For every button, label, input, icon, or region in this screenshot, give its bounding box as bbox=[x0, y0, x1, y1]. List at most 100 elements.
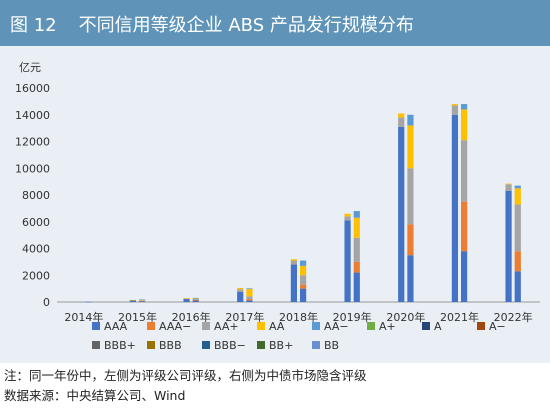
bar-segment bbox=[183, 298, 190, 300]
bar-segment bbox=[192, 298, 199, 299]
bar-segment bbox=[237, 287, 244, 290]
source-text: 数据来源：中央结算公司、Wind bbox=[4, 388, 186, 403]
bar-segment bbox=[290, 260, 297, 265]
legend-label: A+ bbox=[379, 320, 396, 333]
bar-segment bbox=[139, 300, 146, 302]
bar-segment bbox=[76, 301, 83, 303]
legend-label: BB+ bbox=[269, 339, 293, 352]
figure-notes: 注：同一年份中，左侧为评级公司评级，右侧为中债市场隐含评级 数据来源：中央结算公… bbox=[4, 366, 367, 406]
bar-segment bbox=[353, 211, 360, 218]
chart-panel: 亿元 0 2000 4000 6000 8000 10000 12000 14000 16000 2… bbox=[0, 46, 550, 363]
bar-segment bbox=[505, 190, 512, 302]
bar-segment bbox=[353, 272, 360, 302]
bar-segment bbox=[183, 299, 190, 302]
bar-segment bbox=[407, 168, 414, 225]
bar-segment bbox=[246, 300, 253, 302]
bar-segment bbox=[461, 251, 468, 302]
bar-segment bbox=[398, 117, 405, 127]
x-tick-label: 2020年 bbox=[386, 310, 425, 324]
y-tick-label: 12000 bbox=[15, 136, 50, 149]
bar-segment bbox=[461, 201, 468, 252]
bar-segment bbox=[192, 298, 199, 300]
legend-swatch bbox=[257, 341, 265, 349]
legend-label: AA+ bbox=[214, 320, 239, 333]
bar-segment bbox=[398, 126, 405, 302]
legend-swatch bbox=[477, 322, 485, 330]
legend-label: AAA− bbox=[159, 320, 191, 333]
figure-title-text: 不同信用等级企业 ABS 产品发行规模分布 bbox=[78, 15, 414, 36]
x-tick-label: 2019年 bbox=[333, 310, 372, 324]
legend-swatch bbox=[257, 322, 265, 330]
bar-segment bbox=[514, 188, 521, 205]
x-tick-label: 2017年 bbox=[225, 310, 264, 324]
bar-segment bbox=[398, 113, 405, 118]
legend-swatch bbox=[367, 322, 375, 330]
bar-segment bbox=[300, 265, 307, 276]
y-axis-unit: 亿元 bbox=[19, 61, 41, 74]
y-tick-label: 6000 bbox=[22, 216, 50, 229]
figure-title-bar: 图 12 不同信用等级企业 ABS 产品发行规模分布 bbox=[0, 0, 550, 46]
bar-segment bbox=[139, 300, 146, 301]
bar-segment bbox=[129, 300, 136, 302]
y-tick-label: 4000 bbox=[22, 243, 50, 256]
legend-swatch bbox=[422, 322, 430, 330]
bar-segment bbox=[461, 109, 468, 141]
legend-label: BBB+ bbox=[104, 339, 136, 352]
y-tick-label: 8000 bbox=[22, 189, 50, 202]
x-tick-label: 2021年 bbox=[440, 310, 479, 324]
x-tick-label: 2014年 bbox=[64, 310, 103, 324]
y-tick-label: 14000 bbox=[15, 109, 50, 122]
legend-label: BBB bbox=[159, 339, 182, 352]
bar-segment bbox=[300, 260, 307, 266]
figure-number: 图 12 bbox=[10, 15, 57, 36]
bar-segment bbox=[344, 213, 351, 217]
bar-segment bbox=[290, 264, 297, 302]
bar-segment bbox=[451, 105, 458, 115]
bar-segment bbox=[353, 261, 360, 273]
legend-label: BBB− bbox=[214, 339, 246, 352]
bar-segment bbox=[139, 299, 146, 301]
bar-segment bbox=[461, 104, 468, 110]
legend-swatch bbox=[147, 341, 155, 349]
legend-swatch bbox=[92, 322, 100, 330]
legend-swatch bbox=[147, 322, 155, 330]
bar-segment bbox=[451, 114, 458, 302]
bar-segment bbox=[246, 289, 253, 297]
bar-segment bbox=[353, 217, 360, 238]
bar-segment bbox=[85, 301, 92, 303]
bar-segment bbox=[407, 114, 414, 126]
bar-segment bbox=[290, 259, 297, 261]
y-tick-label: 10000 bbox=[15, 162, 50, 175]
x-tick-label: 2022年 bbox=[494, 310, 533, 324]
legend-label: AA bbox=[269, 320, 285, 333]
y-tick-label: 0 bbox=[43, 296, 50, 309]
x-tick-label: 2018年 bbox=[279, 310, 318, 324]
x-tick-label: 2016年 bbox=[172, 310, 211, 324]
legend-swatch bbox=[202, 322, 210, 330]
bar-segment bbox=[183, 298, 190, 299]
legend-label: BB bbox=[324, 339, 339, 352]
bar-segment bbox=[407, 255, 414, 302]
bar-segment bbox=[237, 291, 244, 302]
bar-segment bbox=[300, 284, 307, 289]
bar-segment bbox=[237, 289, 244, 292]
stacked-bar-chart: 亿元 0 2000 4000 6000 8000 10000 12000 14000 16000 2… bbox=[15, 61, 540, 352]
bar-segment bbox=[514, 251, 521, 272]
bar-segment bbox=[300, 288, 307, 302]
legend-swatch bbox=[202, 341, 210, 349]
legend-label: AAA bbox=[104, 320, 128, 333]
x-tick-label: 2015年 bbox=[118, 310, 157, 324]
legend-label: A bbox=[434, 320, 442, 333]
bar-segment bbox=[514, 204, 521, 252]
bar-segment bbox=[353, 237, 360, 262]
legend-swatch bbox=[312, 322, 320, 330]
bar-segment bbox=[192, 297, 199, 299]
figure-title: 图 12 不同信用等级企业 ABS 产品发行规模分布 bbox=[10, 11, 414, 37]
bar-segment bbox=[246, 288, 253, 290]
bar-segment bbox=[461, 140, 468, 202]
bar-segment bbox=[505, 183, 512, 185]
bar-segment bbox=[246, 299, 253, 301]
bar-segment bbox=[192, 299, 199, 301]
bar-segment bbox=[246, 296, 253, 300]
bar-segment bbox=[139, 301, 146, 302]
